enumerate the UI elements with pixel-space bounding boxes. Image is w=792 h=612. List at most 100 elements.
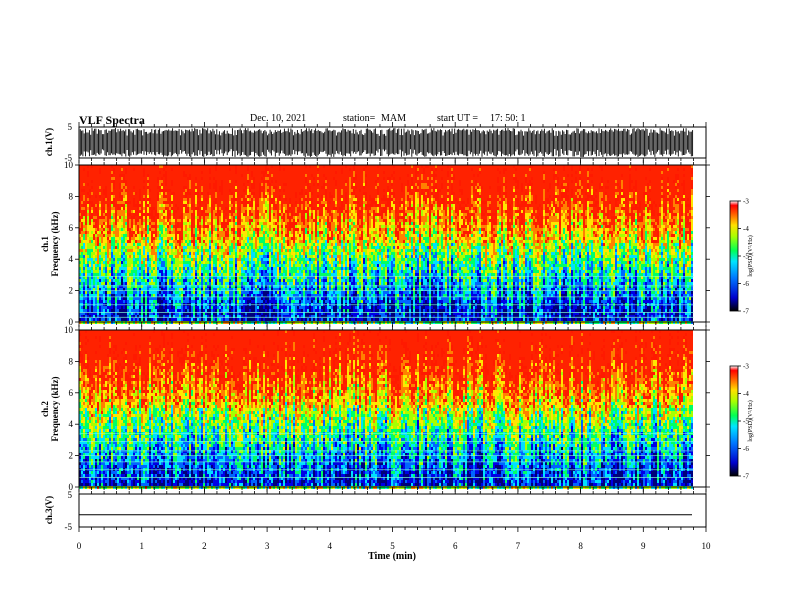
spectrogram-cell <box>191 198 193 201</box>
spectrogram-cell <box>215 255 217 258</box>
spectrogram-cell <box>101 219 103 222</box>
spectrogram-cell <box>191 306 193 309</box>
spectrogram-cell <box>183 270 185 273</box>
spectrogram-cell <box>259 183 261 186</box>
spectrogram-cell <box>83 219 85 222</box>
spectrogram-cell <box>211 297 213 300</box>
spectrogram-cell <box>97 222 99 225</box>
spectrogram-cell <box>157 237 159 240</box>
spectrogram-cell <box>139 198 141 201</box>
spectrogram-cell <box>193 222 195 225</box>
spectrogram-cell <box>165 297 167 300</box>
spectrogram-cell <box>183 237 185 240</box>
spectrogram-cell <box>111 219 113 222</box>
spectrogram-cell <box>253 201 255 204</box>
spectrogram-cell <box>127 255 129 258</box>
spectrogram-cell <box>187 318 189 321</box>
spectrogram-cell <box>209 318 211 321</box>
spectrogram-cell <box>191 261 193 264</box>
spectrogram-cell <box>101 243 103 246</box>
spectrogram-cell <box>101 198 103 201</box>
spectrogram-cell <box>213 198 215 201</box>
spectrogram-cell <box>227 213 229 216</box>
spectrogram-cell <box>191 171 193 174</box>
spectrogram-cell <box>129 168 131 171</box>
spectrogram-cell <box>167 174 169 177</box>
spectrogram-cell <box>213 213 215 216</box>
spectrogram-cell <box>147 300 149 303</box>
spectrogram-cell <box>237 258 239 261</box>
spectrogram-cell <box>163 216 165 219</box>
spectrogram-cell <box>165 177 167 180</box>
spectrogram-cell <box>127 207 129 210</box>
spectrogram-cell <box>241 291 243 294</box>
spectrogram-cell <box>181 228 183 231</box>
spectrogram-cell <box>175 231 177 234</box>
spectrogram-cell <box>143 192 145 195</box>
spectrogram-cell <box>177 270 179 273</box>
spectrogram-cell <box>109 171 111 174</box>
spectrogram-cell <box>111 300 113 303</box>
spectrogram-cell <box>231 207 233 210</box>
spectrogram-cell <box>101 231 103 234</box>
spectrogram-cell <box>189 264 191 267</box>
spectrogram-cell <box>113 258 115 261</box>
spectrogram-cell <box>203 216 205 219</box>
spectrogram-cell <box>225 249 227 252</box>
ch1-waveform-trace <box>79 128 693 157</box>
spectrogram-cell <box>117 198 119 201</box>
spectrogram-cell <box>143 201 145 204</box>
spectrogram-cell <box>167 204 169 207</box>
spectrogram-cell <box>239 204 241 207</box>
spectrogram-cell <box>137 186 139 189</box>
spectrogram-cell <box>249 198 251 201</box>
spectrogram-cell <box>223 249 225 252</box>
spectrogram-cell <box>239 168 241 171</box>
spectrogram-cell <box>181 222 183 225</box>
spectrogram-cell <box>129 219 131 222</box>
spectrogram-cell <box>125 180 127 183</box>
spectrogram-cell <box>119 234 121 237</box>
spectrogram-cell <box>241 240 243 243</box>
spectrogram-cell <box>113 261 115 264</box>
spectrogram-cell <box>91 291 93 294</box>
spectrogram-cell <box>225 261 227 264</box>
spectrogram-cell <box>83 261 85 264</box>
spectrogram-cell <box>167 231 169 234</box>
spectrogram-cell <box>101 264 103 267</box>
spectrogram-cell <box>183 177 185 180</box>
spectrogram-cell <box>227 258 229 261</box>
spectrogram-cell <box>93 171 95 174</box>
spectrogram-cell <box>155 273 157 276</box>
spectrogram-cell <box>169 201 171 204</box>
spectrogram-cell <box>205 297 207 300</box>
spectrogram-cell <box>133 300 135 303</box>
spectrogram-cell <box>129 216 131 219</box>
spectrogram-cell <box>201 300 203 303</box>
spectrogram-cell <box>105 261 107 264</box>
spectrogram-cell <box>183 189 185 192</box>
spectrogram-cell <box>141 255 143 258</box>
spectrogram-cell <box>249 243 251 246</box>
spectrogram-cell <box>205 174 207 177</box>
spectrogram-cell <box>141 204 143 207</box>
spectrogram-cell <box>137 249 139 252</box>
spectrogram-cell <box>131 297 133 300</box>
spectrogram-cell <box>119 198 121 201</box>
spectrogram-cell <box>187 219 189 222</box>
spectrogram-cell <box>127 291 129 294</box>
spectrogram-cell <box>137 192 139 195</box>
spectrogram-cell <box>161 228 163 231</box>
spectrogram-cell <box>149 177 151 180</box>
spectrogram-cell <box>93 285 95 288</box>
spectrogram-cell <box>87 258 89 261</box>
spectrogram-cell <box>173 183 175 186</box>
spectrogram-cell <box>177 183 179 186</box>
spectrogram-cell <box>233 207 235 210</box>
spectrogram-cell <box>103 204 105 207</box>
spectrogram-cell <box>247 258 249 261</box>
spectrogram-cell <box>251 264 253 267</box>
spectrogram-cell <box>123 249 125 252</box>
spectrogram-cell <box>163 246 165 249</box>
spectrogram-cell <box>137 267 139 270</box>
